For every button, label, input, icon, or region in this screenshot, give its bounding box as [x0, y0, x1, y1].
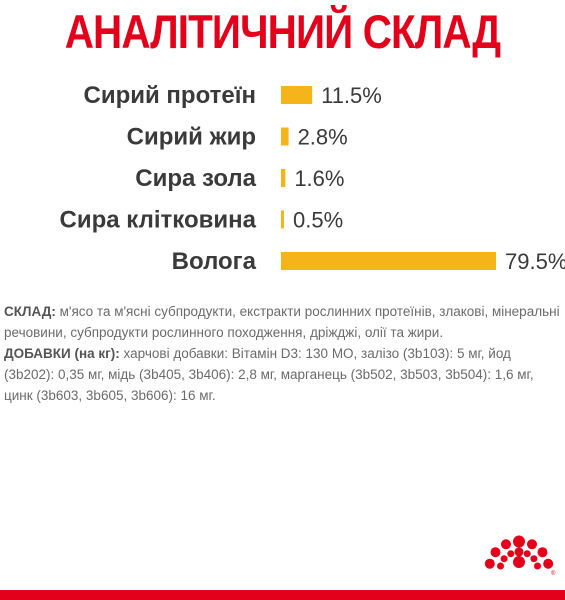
- category-label: Сирий протеїн: [84, 82, 257, 109]
- additives-body: харчові добавки: Вітамін D3: 130 МО, зал…: [4, 346, 534, 403]
- additives-label: ДОБАВКИ (на кг):: [4, 346, 120, 361]
- value-label: 11.5%: [321, 83, 382, 108]
- value-label: 79.5%: [505, 249, 565, 274]
- analytical-composition-chart: Сирий протеїн 11.5% Сирий жир 2.8% Сира зола…: [60, 82, 565, 275]
- category-label: Сирий жир: [127, 124, 256, 151]
- royal-canin-crown-logo-icon: ®: [484, 535, 556, 576]
- bar: [281, 86, 313, 104]
- value-label: 0.5%: [293, 208, 343, 233]
- composition-body: м'ясо та м'ясні субпродукти, екстракти р…: [4, 304, 560, 340]
- page-title: АНАЛІТИЧНИЙ СКЛАД: [64, 5, 501, 58]
- bar: [281, 169, 286, 187]
- category-label: Сира клітковина: [60, 207, 257, 234]
- value-label: 1.6%: [294, 166, 344, 191]
- composition-label: СКЛАД:: [4, 304, 56, 319]
- brand-bottom-bar: [0, 590, 565, 600]
- value-label: 2.8%: [298, 125, 348, 150]
- composition-text: СКЛАД: м'ясо та м'ясні субпродукти, екст…: [4, 301, 560, 406]
- category-label: Сира зола: [135, 165, 256, 192]
- category-label: Вологa: [172, 248, 257, 275]
- bar: [281, 127, 289, 146]
- svg-text:®: ®: [551, 570, 556, 576]
- bar: [281, 210, 284, 229]
- bar: [281, 252, 496, 270]
